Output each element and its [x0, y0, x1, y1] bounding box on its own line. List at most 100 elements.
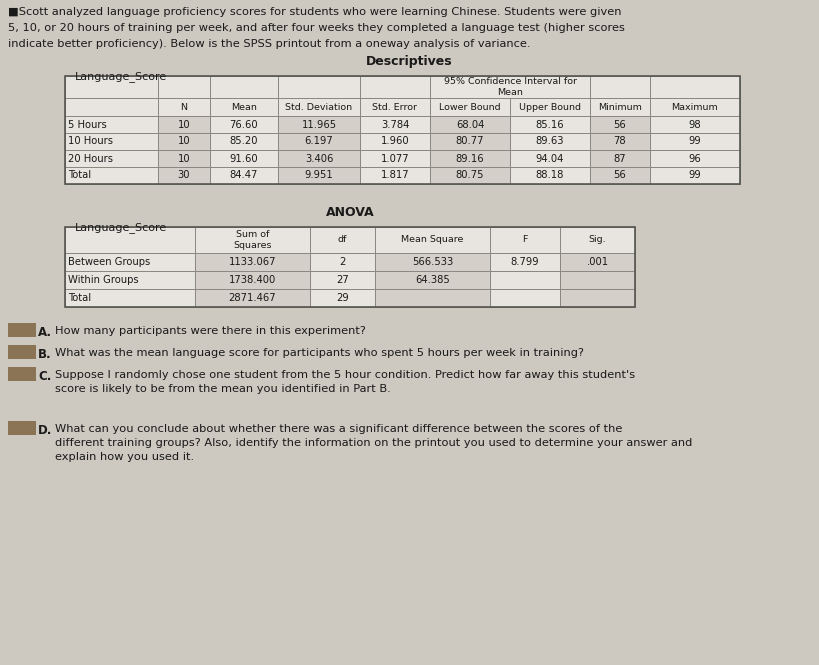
- Text: Within Groups: Within Groups: [68, 275, 138, 285]
- Text: 1.077: 1.077: [381, 154, 410, 164]
- Text: Sum of
Squares: Sum of Squares: [233, 230, 272, 249]
- Bar: [210, 167, 278, 184]
- Bar: [430, 167, 510, 184]
- Text: 29: 29: [336, 293, 349, 303]
- Bar: [65, 289, 195, 307]
- Bar: [210, 133, 278, 150]
- Text: Mean: Mean: [231, 102, 257, 112]
- Text: Sig.: Sig.: [589, 235, 606, 245]
- Text: C.: C.: [38, 370, 52, 383]
- Bar: [560, 227, 635, 253]
- Bar: [590, 76, 650, 98]
- Text: 91.60: 91.60: [229, 154, 258, 164]
- Bar: [430, 98, 510, 116]
- Bar: [650, 133, 740, 150]
- Text: 30: 30: [178, 170, 190, 180]
- Bar: [158, 167, 210, 184]
- Text: 1738.400: 1738.400: [229, 275, 276, 285]
- Text: ■Scott analyzed language proficiency scores for students who were learning Chine: ■Scott analyzed language proficiency sco…: [8, 7, 622, 17]
- Text: ANOVA: ANOVA: [326, 206, 374, 219]
- Text: 27: 27: [336, 275, 349, 285]
- Text: explain how you used it.: explain how you used it.: [55, 452, 194, 462]
- Bar: [360, 98, 430, 116]
- Bar: [65, 150, 158, 167]
- Text: 8.799: 8.799: [511, 257, 540, 267]
- Text: Std. Deviation: Std. Deviation: [286, 102, 352, 112]
- Bar: [510, 116, 590, 133]
- Text: 87: 87: [613, 154, 627, 164]
- Bar: [590, 116, 650, 133]
- Bar: [210, 116, 278, 133]
- Bar: [158, 98, 210, 116]
- Bar: [278, 116, 360, 133]
- Bar: [65, 98, 158, 116]
- Bar: [430, 150, 510, 167]
- Bar: [490, 271, 560, 289]
- Text: 5 Hours: 5 Hours: [68, 120, 106, 130]
- Text: indicate better proficiency). Below is the SPSS printout from a oneway analysis : indicate better proficiency). Below is t…: [8, 39, 531, 49]
- Text: 85.16: 85.16: [536, 120, 564, 130]
- Bar: [360, 116, 430, 133]
- Text: Minimum: Minimum: [598, 102, 642, 112]
- Bar: [650, 116, 740, 133]
- Bar: [375, 289, 490, 307]
- Bar: [430, 133, 510, 150]
- Bar: [65, 116, 158, 133]
- Text: 5, 10, or 20 hours of training per week, and after four weeks they completed a l: 5, 10, or 20 hours of training per week,…: [8, 23, 625, 33]
- Text: Mean Square: Mean Square: [401, 235, 464, 245]
- Bar: [650, 76, 740, 98]
- Text: 3.784: 3.784: [381, 120, 410, 130]
- Text: 9.951: 9.951: [305, 170, 333, 180]
- Bar: [278, 98, 360, 116]
- Bar: [65, 271, 195, 289]
- Bar: [310, 253, 375, 271]
- Text: 20 Hours: 20 Hours: [68, 154, 113, 164]
- Bar: [65, 227, 195, 253]
- Text: 85.20: 85.20: [230, 136, 258, 146]
- Bar: [195, 271, 310, 289]
- Text: Std. Error: Std. Error: [373, 102, 418, 112]
- Text: 98: 98: [689, 120, 701, 130]
- Text: Upper Bound: Upper Bound: [519, 102, 581, 112]
- Bar: [65, 76, 158, 98]
- Bar: [510, 133, 590, 150]
- Bar: [560, 289, 635, 307]
- Bar: [360, 167, 430, 184]
- Text: df: df: [337, 235, 347, 245]
- Bar: [430, 76, 590, 98]
- Bar: [278, 150, 360, 167]
- Bar: [195, 253, 310, 271]
- Text: What can you conclude about whether there was a significant difference between t: What can you conclude about whether ther…: [55, 424, 622, 434]
- Bar: [210, 76, 278, 98]
- Bar: [360, 150, 430, 167]
- Text: 10 Hours: 10 Hours: [68, 136, 113, 146]
- Text: 6.197: 6.197: [305, 136, 333, 146]
- Bar: [158, 76, 210, 98]
- Text: 78: 78: [613, 136, 627, 146]
- Text: 10: 10: [178, 154, 190, 164]
- Text: N: N: [180, 102, 188, 112]
- Text: 95% Confidence Interval for
Mean: 95% Confidence Interval for Mean: [444, 77, 577, 96]
- Text: .001: .001: [586, 257, 609, 267]
- Text: 99: 99: [689, 136, 701, 146]
- Bar: [210, 150, 278, 167]
- Bar: [360, 76, 430, 98]
- Bar: [590, 133, 650, 150]
- Bar: [195, 227, 310, 253]
- Text: Total: Total: [68, 293, 91, 303]
- Bar: [490, 289, 560, 307]
- Bar: [490, 227, 560, 253]
- Text: 96: 96: [689, 154, 701, 164]
- Text: score is likely to be from the mean you identified in Part B.: score is likely to be from the mean you …: [55, 384, 391, 394]
- Text: 80.77: 80.77: [455, 136, 484, 146]
- Text: 56: 56: [613, 120, 627, 130]
- Bar: [65, 133, 158, 150]
- Bar: [8, 323, 36, 337]
- Text: 84.47: 84.47: [230, 170, 258, 180]
- Bar: [8, 421, 36, 435]
- Bar: [430, 116, 510, 133]
- Bar: [560, 271, 635, 289]
- Text: 10: 10: [178, 136, 190, 146]
- Text: 3.406: 3.406: [305, 154, 333, 164]
- Text: 68.04: 68.04: [456, 120, 484, 130]
